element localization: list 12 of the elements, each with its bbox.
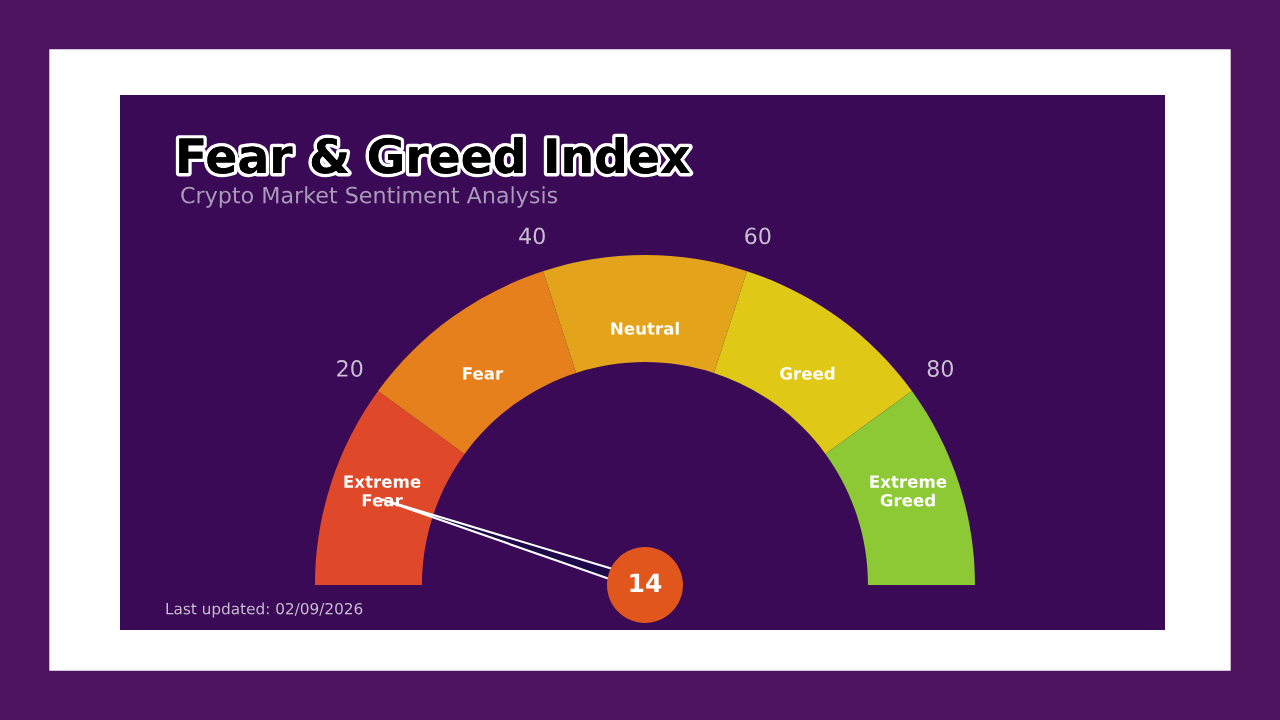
text: 20 [337, 360, 363, 377]
text: Last updated: 02/09/2026 [166, 602, 363, 618]
slice-label: Neutral [611, 321, 679, 335]
slice-label: Fear [463, 367, 504, 380]
text: 60 [745, 227, 771, 245]
text: 14 [630, 573, 662, 592]
chart-subtitle: Crypto Market Sentiment Analysis [181, 186, 558, 208]
slice-label: Greed [780, 366, 835, 380]
chart-title: Fear & Greed Index [179, 137, 690, 174]
text: 40 [519, 227, 545, 245]
slice-label: Extreme Greed [870, 475, 947, 507]
text: 80 [927, 360, 953, 377]
